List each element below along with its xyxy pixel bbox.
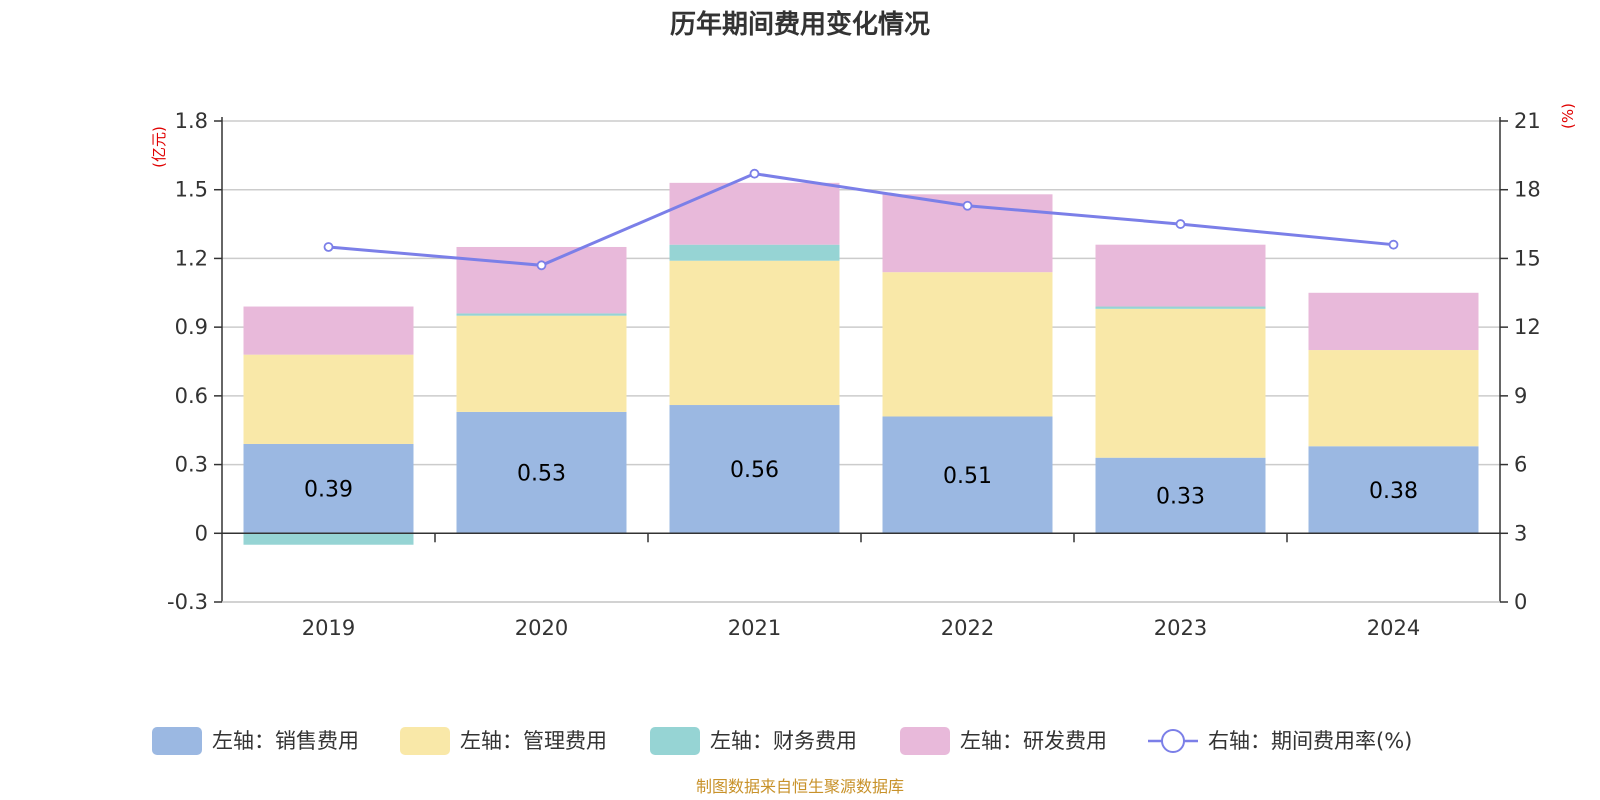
legend-swatch <box>152 727 202 755</box>
left-tick-label: -0.3 <box>167 590 208 614</box>
right-tick-label: 9 <box>1514 384 1527 408</box>
line-point <box>962 200 973 211</box>
category-label: 2019 <box>302 616 355 640</box>
bar-segment <box>456 411 627 534</box>
bar-segment <box>669 182 840 245</box>
bar-segment <box>669 244 840 261</box>
data-label: 0.53 <box>517 462 566 487</box>
line-point <box>1388 239 1399 250</box>
bar-segment <box>243 443 414 534</box>
bar-segment <box>1095 306 1266 309</box>
category-label: 2021 <box>728 616 781 640</box>
bar-segment <box>456 315 627 412</box>
chart-title: 历年期间费用变化情况 <box>670 9 930 40</box>
gridlines <box>222 120 1500 603</box>
legend-label: 左轴：销售费用 <box>212 729 359 753</box>
bar-segment <box>1308 446 1479 534</box>
line-point <box>323 242 334 252</box>
bar-stacks <box>243 182 1479 545</box>
line-point <box>1175 219 1186 229</box>
bar-segment <box>456 313 627 316</box>
left-tick-label: 1.8 <box>175 109 208 133</box>
legend-label: 左轴：财务费用 <box>710 729 857 753</box>
left-tick-label: 0.9 <box>175 315 208 339</box>
left-axis-unit: (亿元) <box>150 126 168 168</box>
data-label: 0.39 <box>304 478 353 503</box>
bar-segment <box>882 272 1053 417</box>
bar-segment <box>669 405 840 534</box>
right-tick-label: 12 <box>1514 315 1541 339</box>
expense-rate-line <box>323 168 1399 271</box>
data-label: 0.56 <box>730 458 779 483</box>
right-tick-label: 21 <box>1514 109 1541 133</box>
right-tick-label: 15 <box>1514 246 1541 270</box>
right-tick-label: 6 <box>1514 453 1527 477</box>
bar-segment <box>456 246 627 314</box>
bar-segment <box>1095 244 1266 307</box>
left-tick-label: 0 <box>195 521 208 545</box>
bar-segment <box>243 533 414 545</box>
bar-segment <box>243 306 414 355</box>
bar-segment <box>1308 292 1479 351</box>
bar-segment <box>1095 457 1266 534</box>
axes: -0.3 0 0.3 0.6 0.9 1.2 1.5 1.8 0 3 6 9 12 15 18 21 2019 2… <box>167 109 1541 640</box>
legend-swatch <box>900 727 950 755</box>
right-tick-label: 18 <box>1514 178 1541 202</box>
bar-segment <box>243 354 414 444</box>
right-tick-label: 3 <box>1514 521 1527 545</box>
left-tick-label: 1.5 <box>175 178 208 202</box>
line-point <box>536 260 547 271</box>
data-source-note: 制图数据来自恒生聚源数据库 <box>696 777 904 796</box>
bar-segment <box>1308 350 1479 447</box>
left-tick-label: 0.6 <box>175 384 208 408</box>
legend-marker <box>1161 729 1185 753</box>
category-label: 2023 <box>1154 616 1207 640</box>
data-label: 0.38 <box>1369 479 1418 504</box>
legend: 左轴：销售费用 左轴：管理费用 左轴：财务费用 左轴：研发费用 右轴：期间费用率(%) <box>152 727 1412 755</box>
bar-segment <box>882 416 1053 534</box>
line-point <box>749 168 760 179</box>
legend-label: 右轴：期间费用率(%) <box>1208 729 1412 753</box>
legend-label: 左轴：管理费用 <box>460 729 607 753</box>
left-tick-label: 0.3 <box>175 453 208 477</box>
category-label: 2024 <box>1367 616 1420 640</box>
legend-label: 左轴：研发费用 <box>960 729 1107 753</box>
data-label: 0.51 <box>943 464 992 489</box>
line-path <box>328 172 1394 267</box>
legend-swatch <box>400 727 450 755</box>
bar-segment <box>1095 308 1266 458</box>
data-labels: 0.39 0.53 0.56 0.51 0.33 0.38 <box>304 458 1418 509</box>
left-tick-label: 1.2 <box>175 246 208 270</box>
right-tick-label: 0 <box>1514 590 1527 614</box>
category-label: 2020 <box>515 616 568 640</box>
bar-segment <box>669 260 840 406</box>
right-axis-unit: (%) <box>1559 103 1577 129</box>
data-label: 0.33 <box>1156 484 1205 509</box>
legend-swatch <box>650 727 700 755</box>
category-label: 2022 <box>941 616 994 640</box>
